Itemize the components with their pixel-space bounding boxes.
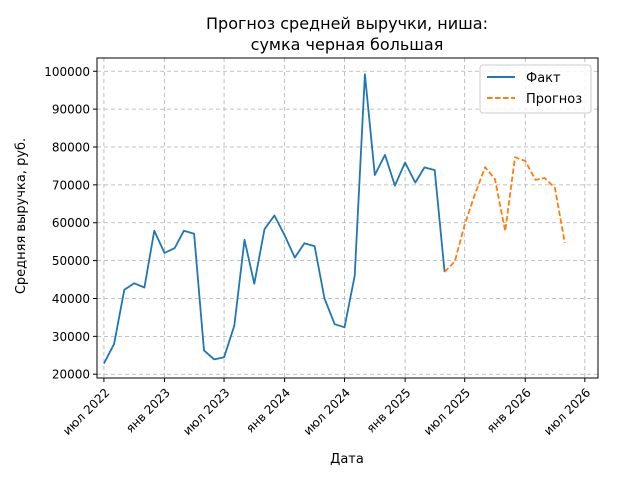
data-point: [354, 275, 356, 277]
data-point: [153, 229, 155, 231]
data-point: [474, 193, 476, 195]
series-line-forecast: [443, 156, 566, 273]
data-point: [143, 286, 145, 288]
data-point: [253, 283, 255, 285]
data-point: [543, 177, 545, 179]
y-tick-label: 100000: [44, 65, 90, 79]
y-axis-label: Средняя выручка, руб.: [14, 138, 29, 294]
data-point: [374, 174, 376, 176]
data-point: [494, 178, 496, 180]
y-tick-label: 70000: [52, 178, 90, 192]
data-point: [183, 229, 185, 231]
data-point: [103, 362, 105, 364]
data-point: [133, 282, 135, 284]
data-point: [213, 358, 215, 360]
data-point: [323, 297, 325, 299]
data-point: [423, 166, 425, 168]
series-line-fact: [103, 73, 446, 365]
data-point: [564, 242, 566, 244]
data-point: [443, 271, 445, 273]
data-point: [394, 184, 396, 186]
data-point: [283, 234, 285, 236]
legend: Факт Прогноз: [479, 64, 592, 114]
data-point: [263, 228, 265, 230]
legend-label-forecast: Прогноз: [526, 92, 582, 107]
data-point: [343, 326, 345, 328]
y-tick-label: 80000: [52, 140, 90, 154]
data-point: [333, 323, 335, 325]
data-point: [303, 242, 305, 244]
data-point: [504, 230, 506, 232]
series-layer: [103, 73, 566, 365]
y-tick-label: 20000: [52, 368, 90, 382]
y-tick-label: 40000: [52, 292, 90, 306]
data-point: [364, 73, 366, 75]
legend-label-fact: Факт: [526, 71, 561, 86]
data-point: [243, 239, 245, 241]
data-point: [534, 179, 536, 181]
data-point: [454, 260, 456, 262]
y-tick-label: 30000: [52, 330, 90, 344]
data-point: [123, 289, 125, 291]
data-point: [524, 160, 526, 162]
data-point: [233, 325, 235, 327]
data-point: [313, 245, 315, 247]
plot-frame: [96, 57, 599, 379]
chart-title-line-2: сумка черная большая: [251, 35, 444, 54]
y-tick-label: 90000: [52, 103, 90, 117]
data-point: [484, 166, 486, 168]
x-axis-label: Дата: [330, 452, 364, 467]
data-point: [554, 187, 556, 189]
data-point: [173, 247, 175, 249]
data-point: [163, 252, 165, 254]
chart-title-line-1: Прогноз средней выручки, ниша:: [206, 14, 488, 33]
data-point: [113, 343, 115, 345]
data-point: [203, 349, 205, 351]
data-point: [223, 356, 225, 358]
data-point: [384, 154, 386, 156]
data-point: [463, 223, 465, 225]
data-point: [514, 156, 516, 158]
data-point: [273, 214, 275, 216]
data-point: [434, 169, 436, 171]
data-point: [193, 233, 195, 235]
data-point: [294, 256, 296, 258]
y-tick-label: 60000: [52, 216, 90, 230]
data-point: [414, 181, 416, 183]
y-tick-label: 50000: [52, 254, 90, 268]
data-point: [404, 161, 406, 163]
